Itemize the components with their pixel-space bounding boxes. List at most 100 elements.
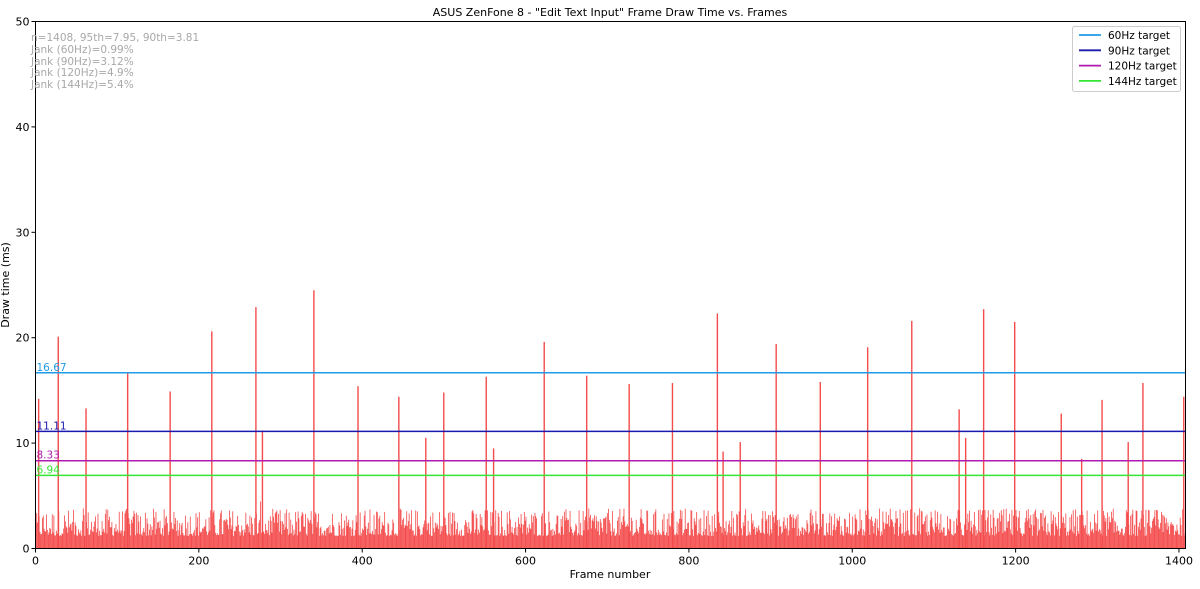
bar [248, 532, 250, 549]
bar [721, 532, 723, 549]
bar [1166, 529, 1168, 549]
bar [1095, 530, 1097, 549]
bar [619, 509, 621, 549]
bar [1041, 526, 1043, 549]
bar [389, 534, 391, 549]
bar [802, 527, 804, 549]
bar [854, 514, 856, 549]
bar [1147, 509, 1149, 549]
bar [1134, 535, 1136, 549]
bar [1002, 532, 1004, 549]
bar [969, 531, 971, 549]
bar [920, 534, 921, 549]
bar [970, 520, 972, 549]
bar [496, 535, 498, 549]
bar [795, 516, 797, 549]
bar [305, 533, 307, 549]
bar [209, 530, 211, 549]
spike-bar [1013, 321, 1016, 549]
bar [639, 517, 641, 549]
bar [581, 535, 582, 549]
bar [653, 535, 655, 549]
bar [1044, 517, 1046, 549]
bar [697, 535, 698, 549]
bar [770, 529, 772, 549]
bar [59, 535, 61, 549]
bar [1148, 510, 1150, 549]
bar [365, 526, 367, 549]
bar [45, 531, 47, 549]
bar [726, 535, 728, 549]
bar [738, 511, 740, 549]
bar [806, 520, 808, 549]
bar [221, 534, 223, 549]
bar [367, 522, 369, 549]
bar [152, 530, 154, 549]
bar [791, 516, 792, 549]
bar [691, 510, 693, 549]
bar [76, 535, 78, 549]
bar [745, 509, 747, 549]
bar [1171, 525, 1173, 549]
bar [142, 531, 144, 549]
bar [960, 529, 962, 549]
bar [554, 530, 555, 549]
bar [198, 535, 199, 549]
reference-lines-group: 16.67 11.11 8.33 6.94 [35, 362, 1186, 476]
bar [324, 530, 326, 549]
bar [99, 530, 101, 549]
bar [1116, 531, 1117, 549]
bar [361, 532, 363, 549]
bar [748, 534, 750, 549]
bar [40, 534, 42, 549]
bar [634, 532, 636, 549]
bar [749, 531, 751, 549]
bar [727, 532, 729, 549]
bar [1175, 531, 1177, 549]
bar [226, 519, 228, 549]
bar [536, 518, 537, 549]
bar [993, 517, 995, 549]
spike-bar [775, 344, 777, 549]
bar [695, 524, 697, 549]
bar [268, 520, 270, 549]
bar [184, 535, 185, 549]
bar [1040, 512, 1041, 549]
bar [813, 523, 814, 549]
bar [568, 532, 570, 549]
bar [746, 535, 747, 549]
bar [332, 524, 334, 549]
bar [468, 522, 470, 549]
bar [1011, 509, 1013, 549]
bar [300, 531, 301, 549]
bar [884, 529, 885, 549]
bar [144, 512, 146, 549]
bar [345, 535, 346, 549]
bar [755, 534, 756, 549]
bar [890, 519, 892, 549]
bar [687, 523, 689, 549]
bar [840, 534, 841, 549]
bar [465, 520, 466, 549]
bar [914, 512, 916, 549]
bar [167, 535, 169, 549]
bar [391, 530, 393, 549]
bar [788, 530, 790, 549]
bar [295, 512, 297, 549]
bar [417, 526, 419, 549]
bar [954, 533, 956, 549]
bar [109, 516, 110, 549]
bar [135, 535, 136, 549]
bar [763, 532, 765, 549]
bar [666, 519, 668, 549]
bar [234, 531, 236, 549]
bar [36, 513, 38, 549]
bar [728, 524, 729, 549]
bar [179, 523, 181, 549]
bar [559, 535, 561, 549]
bar [384, 511, 386, 549]
spike-bar [1101, 399, 1103, 549]
bar [200, 532, 202, 549]
bar [442, 526, 444, 549]
spike-bar [964, 437, 967, 549]
